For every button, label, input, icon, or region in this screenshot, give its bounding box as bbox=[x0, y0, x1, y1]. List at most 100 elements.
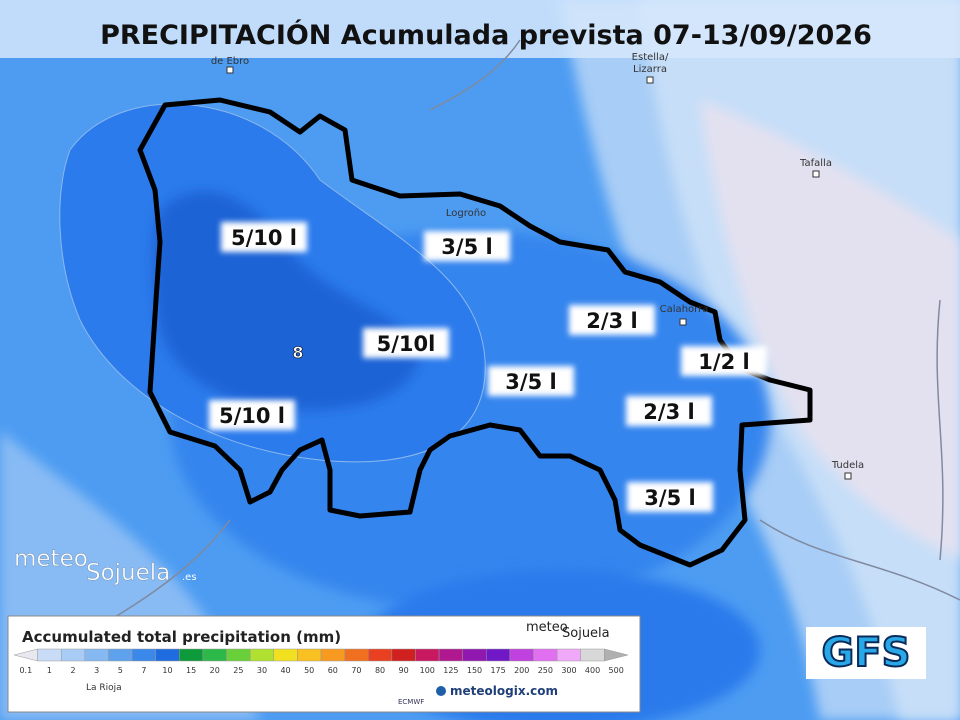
marker: 8 bbox=[292, 343, 303, 362]
legend-label: 7 bbox=[141, 666, 146, 675]
town-label: Logroño bbox=[446, 208, 486, 219]
town-dot bbox=[844, 472, 852, 480]
legend-label: 50 bbox=[304, 666, 314, 675]
region-outline bbox=[137, 97, 813, 568]
legend-label: 200 bbox=[514, 666, 529, 675]
town-dot bbox=[646, 76, 654, 84]
logo-meteo: meteo bbox=[14, 546, 88, 572]
label-glow bbox=[221, 222, 307, 252]
logo-sojuela: Sojuela bbox=[86, 560, 170, 586]
legend-swatch bbox=[604, 648, 629, 662]
town-label: de Ebro bbox=[211, 56, 249, 67]
town-dot bbox=[226, 66, 234, 74]
label-glow bbox=[681, 346, 767, 376]
legend-swatch bbox=[462, 648, 487, 662]
legend-swatch bbox=[60, 648, 86, 662]
legend-swatch bbox=[179, 648, 204, 662]
legend-label: 70 bbox=[351, 666, 361, 675]
legend-swatch bbox=[84, 648, 109, 662]
legend-logo-1: meteo bbox=[526, 620, 568, 635]
town-dot bbox=[679, 318, 687, 326]
legend-label: 15 bbox=[186, 666, 196, 675]
legend-swatch bbox=[37, 648, 62, 662]
legend-label: 2 bbox=[70, 666, 75, 675]
region-label: 1/2 l bbox=[698, 350, 749, 374]
legend-label: 60 bbox=[328, 666, 338, 675]
legend-swatch bbox=[509, 648, 534, 662]
region-label: 2/3 l bbox=[643, 400, 694, 424]
legend-source-2: meteologix.com bbox=[450, 684, 558, 698]
legend-swatch bbox=[202, 648, 227, 662]
town-label: Estella/ bbox=[632, 52, 669, 63]
label-glow bbox=[627, 482, 713, 512]
legend-logo-2: Sojuela bbox=[562, 626, 610, 641]
label-glow bbox=[569, 305, 655, 335]
source-icon bbox=[436, 686, 446, 696]
region-label: 5/10 l bbox=[219, 404, 285, 428]
label-glow bbox=[626, 396, 712, 426]
legend-label: 175 bbox=[490, 666, 505, 675]
legend-swatch bbox=[344, 648, 369, 662]
region-label: 3/5 l bbox=[644, 486, 695, 510]
legend-swatch bbox=[155, 648, 180, 662]
legend-label: 80 bbox=[375, 666, 385, 675]
legend-swatch bbox=[108, 648, 133, 662]
logo-es: .es bbox=[182, 572, 197, 583]
legend-swatch bbox=[391, 648, 416, 662]
town-label: Tudela bbox=[831, 460, 864, 471]
legend-swatch bbox=[131, 648, 156, 662]
legend-swatch bbox=[438, 648, 463, 662]
town-label: Calahorra bbox=[660, 304, 709, 315]
legend-swatch bbox=[273, 648, 298, 662]
legend-label: 40 bbox=[280, 666, 290, 675]
legend-swatch bbox=[486, 648, 511, 662]
title-band bbox=[0, 0, 960, 58]
legend-label: 500 bbox=[609, 666, 624, 675]
region-label: 5/10 l bbox=[231, 226, 297, 250]
legend-label: 90 bbox=[399, 666, 409, 675]
model-box bbox=[806, 627, 926, 679]
legend-label: 20 bbox=[210, 666, 220, 675]
legend-label: 100 bbox=[420, 666, 435, 675]
legend-swatch bbox=[249, 648, 275, 662]
town-dot bbox=[812, 170, 820, 178]
model: GFS bbox=[822, 630, 911, 676]
legend-label: 3 bbox=[94, 666, 99, 675]
legend-swatch bbox=[533, 648, 558, 662]
borders bbox=[109, 39, 960, 621]
region-label: 3/5 l bbox=[441, 235, 492, 259]
legend-label: 125 bbox=[443, 666, 458, 675]
region-label: 2/3 l bbox=[586, 309, 637, 333]
legend-swatch bbox=[226, 648, 251, 662]
legend-box bbox=[7, 615, 641, 713]
legend-label: 150 bbox=[467, 666, 482, 675]
legend-label: 30 bbox=[257, 666, 267, 675]
zone-max bbox=[152, 190, 420, 410]
legend-title: Accumulated total precipitation (mm) bbox=[22, 628, 341, 646]
legend-swatch bbox=[580, 648, 605, 662]
legend-swatch bbox=[367, 648, 393, 662]
title: PRECIPITACIÓN Acumulada prevista 07-13/0… bbox=[100, 19, 872, 51]
label-glow bbox=[488, 366, 574, 396]
label-glow bbox=[424, 231, 510, 261]
legend-swatch bbox=[320, 648, 345, 662]
legend-region: La Rioja bbox=[86, 683, 122, 693]
region-label: 3/5 l bbox=[505, 370, 556, 394]
legend-label: 10 bbox=[162, 666, 172, 675]
zone-pale bbox=[700, 100, 960, 560]
label-glow bbox=[363, 328, 449, 358]
legend-swatch bbox=[556, 648, 582, 662]
legend-source-1: ECMWF bbox=[398, 698, 424, 706]
legend-label: 25 bbox=[233, 666, 243, 675]
town-label: Lizarra bbox=[633, 64, 667, 75]
town-label: Tafalla bbox=[799, 158, 832, 169]
legend-swatch bbox=[415, 648, 440, 662]
legend-label: 5 bbox=[118, 666, 123, 675]
region-label: 5/10l bbox=[377, 332, 436, 356]
legend-swatch bbox=[297, 648, 322, 662]
label-glow bbox=[209, 400, 295, 430]
legend-label: 0.1 bbox=[19, 666, 32, 675]
legend-label: 400 bbox=[585, 666, 600, 675]
legend-label: 1 bbox=[47, 666, 52, 675]
